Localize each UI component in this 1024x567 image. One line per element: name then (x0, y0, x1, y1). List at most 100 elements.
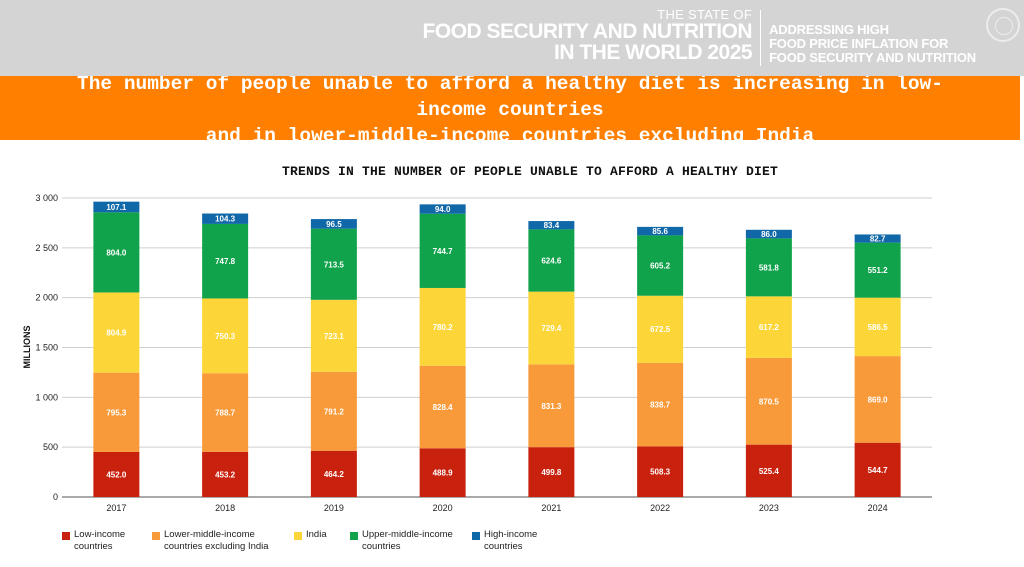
data-label: 82.7 (870, 235, 886, 244)
data-label: 104.3 (215, 215, 236, 224)
report-subtitle-text: ADDRESSING HIGH FOOD PRICE INFLATION FOR… (769, 22, 976, 65)
data-label: 86.0 (761, 230, 777, 239)
brand-divider (760, 10, 762, 66)
x-tick-label: 2019 (324, 503, 344, 513)
legend-swatch (152, 532, 160, 540)
bar-segment (745, 357, 792, 445)
bar-segment (854, 442, 901, 497)
bar-segment (528, 364, 575, 448)
y-axis-label: MILLIONS (22, 326, 32, 369)
bar-segment (202, 451, 249, 497)
data-label: 870.5 (759, 397, 780, 406)
data-label: 804.9 (106, 329, 127, 338)
data-label: 452.0 (106, 470, 127, 479)
x-tick-label: 2021 (541, 503, 561, 513)
bar-segment (528, 221, 575, 230)
data-label: 791.2 (324, 407, 345, 416)
bar-segment (637, 446, 684, 497)
legend-item: Upper-middle-income countries (350, 529, 453, 553)
bar-segment (419, 213, 466, 288)
data-label: 744.7 (433, 247, 454, 256)
bar-segment (93, 372, 140, 452)
bar-segment (419, 204, 466, 214)
data-label: 581.8 (759, 263, 780, 272)
report-prefix: THE STATE OF (657, 7, 753, 22)
legend-item: High-income countries (472, 529, 537, 553)
bar-segment (419, 365, 466, 449)
bar-segment (202, 223, 249, 299)
data-label: 525.4 (759, 467, 780, 476)
bar-segment (745, 238, 792, 297)
legend-item: Low-income countries (62, 529, 125, 553)
bar-segment (310, 228, 357, 300)
bar-segment (310, 299, 357, 372)
x-tick-label: 2017 (106, 503, 126, 513)
legend-item: India (294, 529, 327, 541)
data-label: 780.2 (433, 323, 454, 332)
bar-segment (419, 448, 466, 497)
data-label: 750.3 (215, 332, 236, 341)
bar-segment (93, 292, 140, 373)
bar-segment (745, 444, 792, 497)
bar-segment (202, 298, 249, 374)
bar-segment (745, 229, 792, 239)
headline-banner: The number of people unable to afford a … (0, 76, 1020, 140)
bar-segment (310, 371, 357, 451)
report-header: THE STATE OF FOOD SECURITY AND NUTRITION… (0, 0, 1024, 76)
y-tick-label: 2 000 (35, 293, 58, 303)
y-tick-label: 1 000 (35, 392, 58, 402)
bar-segment (637, 362, 684, 447)
legend-swatch (62, 532, 70, 540)
data-label: 713.5 (324, 260, 345, 269)
report-subtitle: ADDRESSING HIGH FOOD PRICE INFLATION FOR… (769, 8, 976, 65)
x-tick-label: 2023 (759, 503, 779, 513)
legend-label: Lower-middle-income countries excluding … (164, 529, 269, 552)
data-label: 83.4 (544, 221, 560, 230)
report-title-line1: FOOD SECURITY AND NUTRITION (422, 20, 753, 43)
chart-legend: Low-income countries Lower-middle-income … (62, 529, 1022, 559)
y-tick-label: 1 500 (35, 343, 58, 353)
bar-segment (202, 373, 249, 452)
data-label: 747.8 (215, 257, 236, 266)
bar-segment (528, 229, 575, 292)
bar-segment (854, 242, 901, 298)
bar-segment (310, 450, 357, 497)
bar-segment (854, 356, 901, 443)
data-label: 488.9 (433, 469, 454, 478)
report-title-block: THE STATE OF FOOD SECURITY AND NUTRITION… (423, 8, 753, 63)
y-tick-label: 3 000 (35, 193, 58, 203)
data-label: 551.2 (868, 266, 889, 275)
data-label: 544.7 (868, 466, 889, 475)
data-label: 723.1 (324, 332, 345, 341)
data-label: 729.4 (541, 324, 562, 333)
legend-label: India (306, 529, 327, 540)
x-tick-label: 2022 (650, 503, 670, 513)
data-label: 672.5 (650, 325, 671, 334)
legend-swatch (350, 532, 358, 540)
legend-label: Low-income countries (74, 529, 126, 552)
y-tick-label: 2 500 (35, 243, 58, 253)
legend-label: High-income countries (484, 529, 538, 552)
bar-segment (854, 234, 901, 243)
y-tick-label: 0 (53, 492, 58, 502)
legend-swatch (472, 532, 480, 540)
report-brand: THE STATE OF FOOD SECURITY AND NUTRITION… (423, 8, 976, 66)
bar-segment (637, 295, 684, 363)
data-label: 788.7 (215, 409, 236, 418)
chart-title: TRENDS IN THE NUMBER OF PEOPLE UNABLE TO… (281, 164, 779, 179)
bar-segment (745, 296, 792, 358)
data-label: 804.0 (106, 248, 127, 257)
data-label: 508.3 (650, 468, 671, 477)
report-title-line2: IN THE WORLD 2025 (554, 41, 753, 64)
bar-segment (637, 226, 684, 236)
data-label: 85.6 (652, 227, 668, 236)
emblem-icon (986, 8, 1020, 42)
data-label: 586.5 (868, 323, 889, 332)
bar-segment (93, 451, 140, 497)
bar-segment (93, 212, 140, 293)
bar-segment (528, 291, 575, 365)
data-label: 624.6 (541, 257, 562, 266)
data-label: 605.2 (650, 262, 671, 271)
data-label: 464.2 (324, 470, 345, 479)
data-label: 107.1 (106, 203, 127, 212)
